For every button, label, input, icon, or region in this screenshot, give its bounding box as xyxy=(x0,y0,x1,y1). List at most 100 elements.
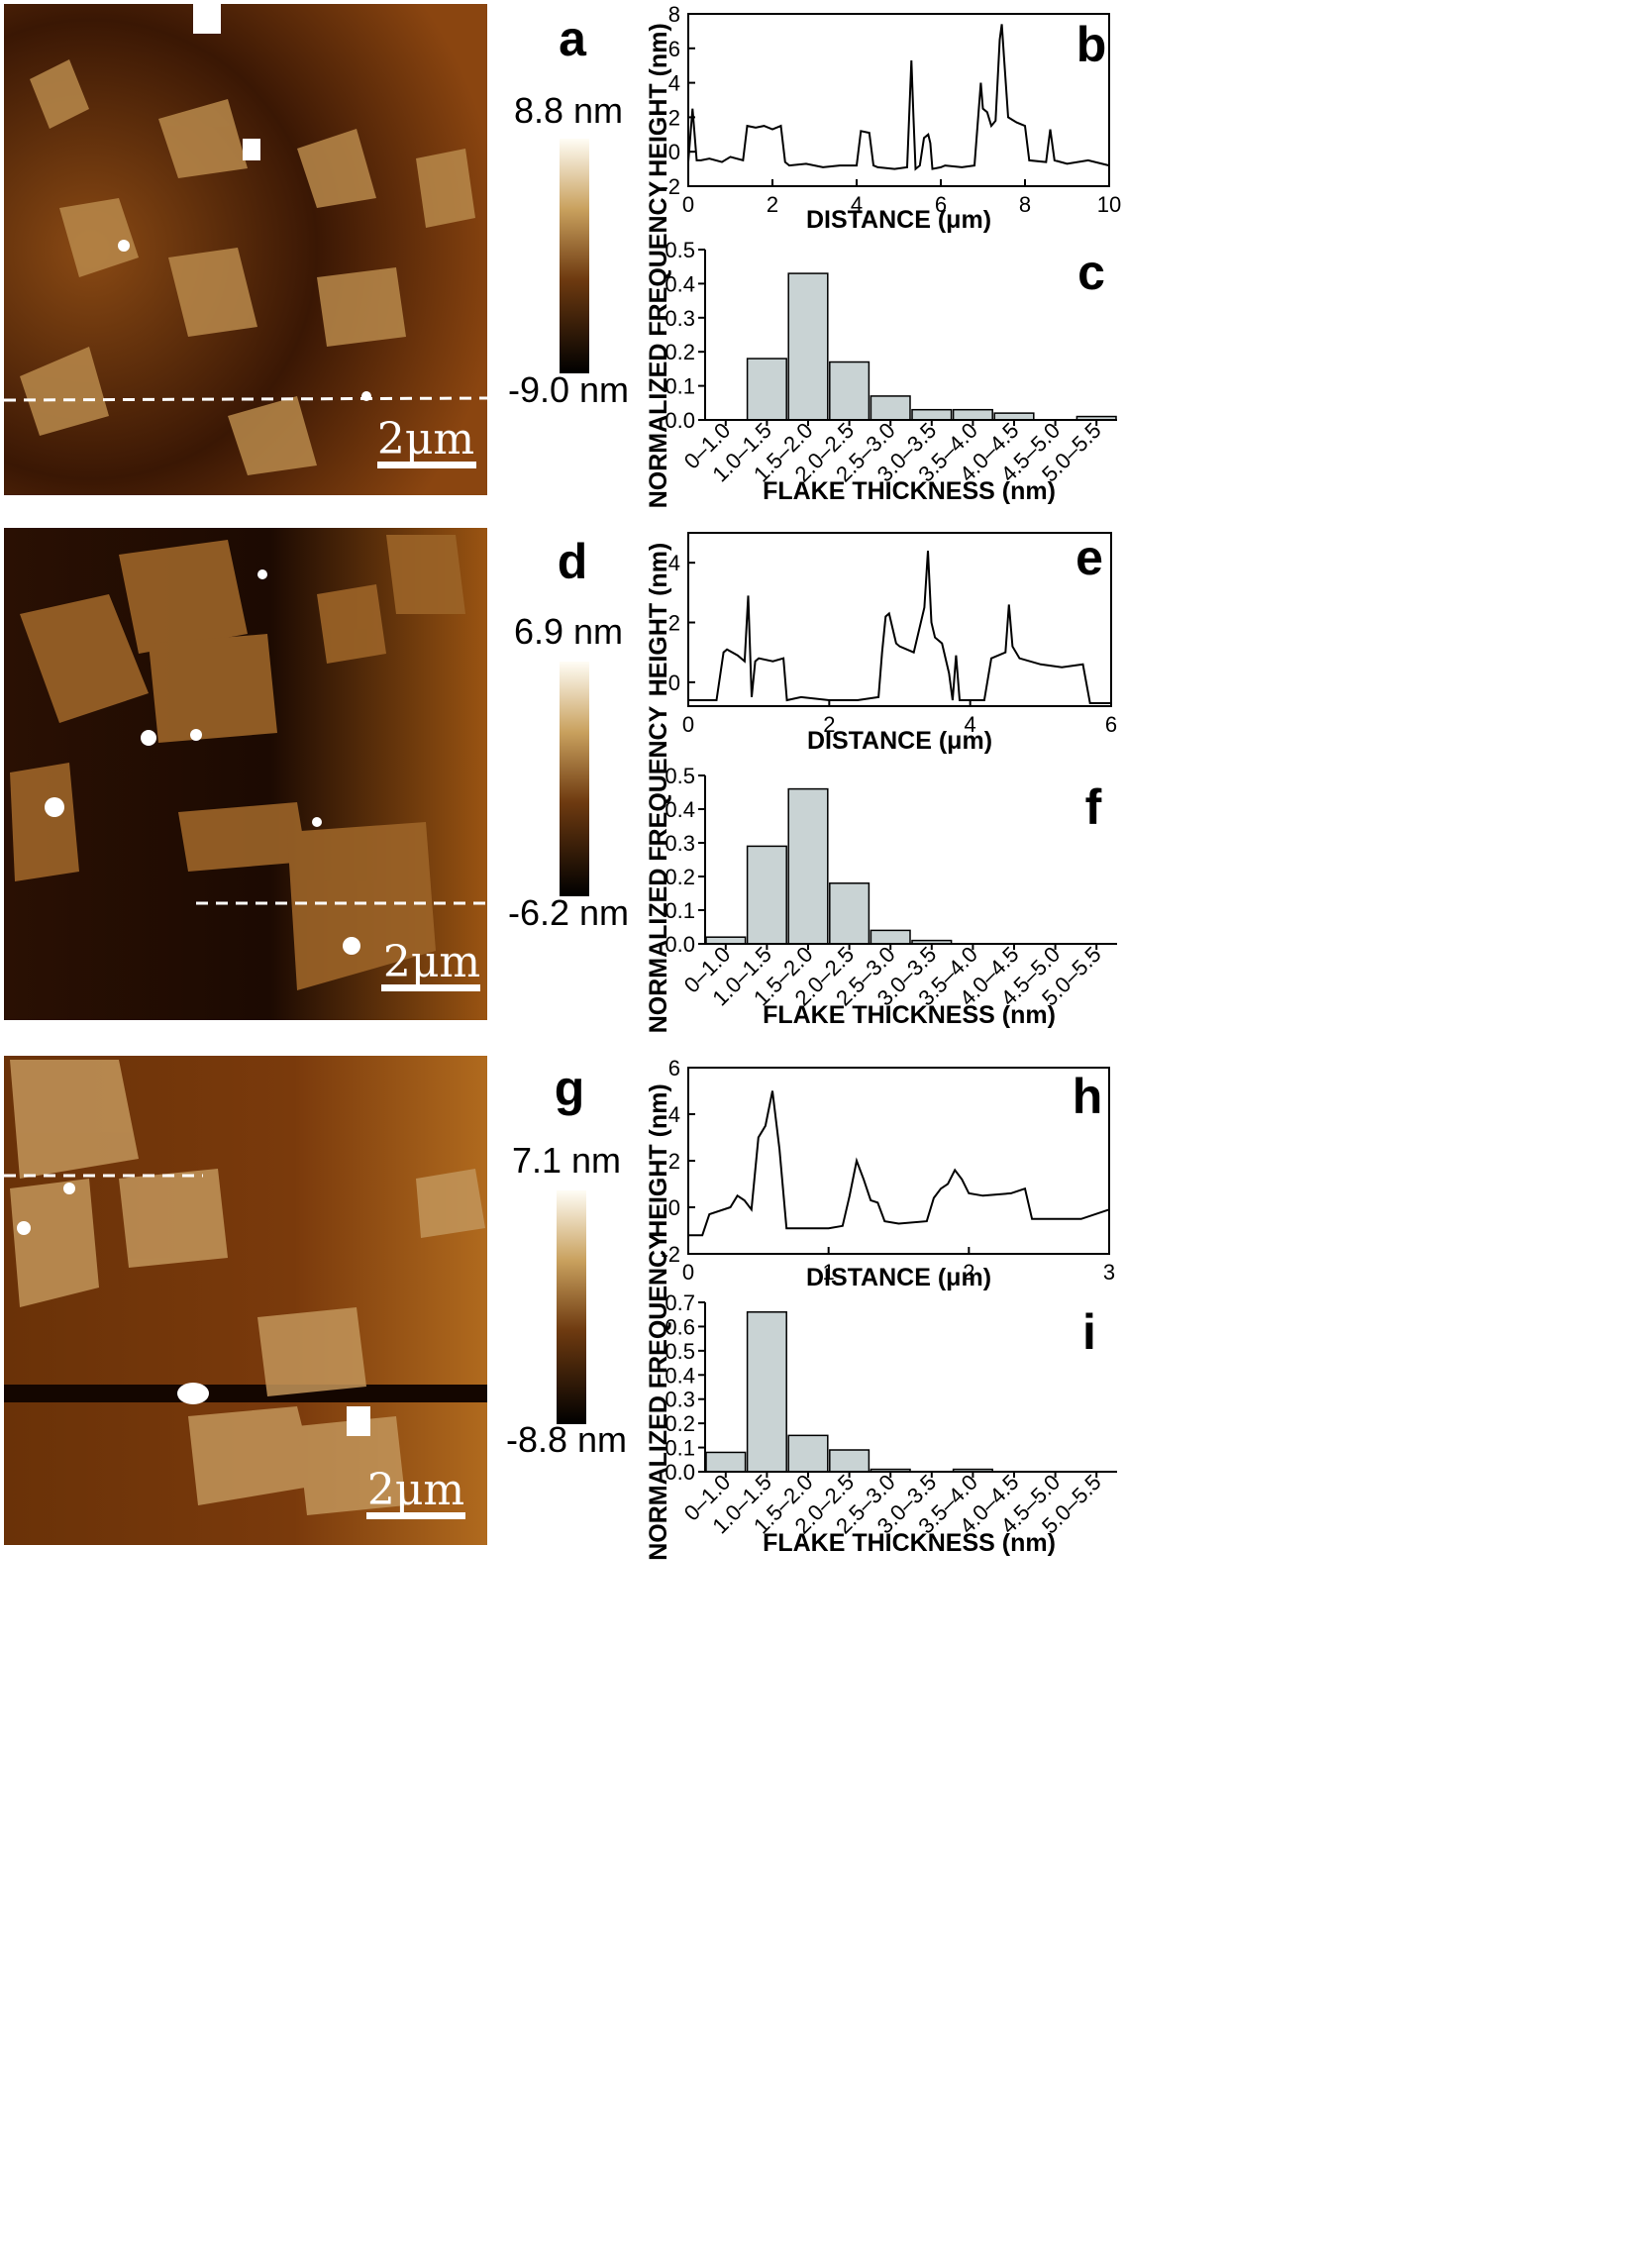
plot-frame xyxy=(687,532,1112,707)
histogram-bar xyxy=(952,408,993,421)
y-tick-label: 2 xyxy=(668,611,680,636)
histogram-bar xyxy=(911,408,953,421)
profile-series-line xyxy=(688,1090,1110,1237)
flake xyxy=(386,535,465,614)
x-tick-label: 3 xyxy=(1103,1260,1115,1285)
particle xyxy=(17,1221,31,1235)
colorbar-d: 6.9 nm -6.2 nm xyxy=(508,611,629,933)
colorbar-g: 7.1 nm -8.8 nm xyxy=(506,1140,627,1460)
histogram-f: 0.00.10.20.30.40.50–1.01.0–1.51.5–2.02.0… xyxy=(645,705,1117,1033)
histogram-bar xyxy=(829,882,870,945)
y-tick-label: 0 xyxy=(668,670,680,695)
y-axis-title: NORMALIZED FREQUENCY xyxy=(645,705,672,1033)
y-tick-label: 0.6 xyxy=(665,1314,695,1339)
y-tick-label: -2 xyxy=(661,174,680,199)
flake xyxy=(228,396,317,475)
afm-panel-a: 2μm xyxy=(3,4,488,495)
y-tick-label: 0.4 xyxy=(665,797,695,822)
y-tick-label: 4 xyxy=(668,551,680,575)
x-tick-label: 2 xyxy=(823,712,835,737)
scale-bar-g xyxy=(366,1512,465,1519)
colorbar-min-d: -6.2 nm xyxy=(508,892,629,933)
y-tick-label: 0.1 xyxy=(665,1436,695,1461)
x-tick-label: 6 xyxy=(1105,712,1117,737)
y-tick-label: 0.0 xyxy=(665,408,695,433)
panel-letter-g: g xyxy=(555,1061,585,1116)
y-tick-label: -2 xyxy=(661,1242,680,1267)
colorbar-max-a: 8.8 nm xyxy=(514,90,623,131)
y-tick-label: 0.0 xyxy=(665,1460,695,1485)
histogram-bar xyxy=(993,412,1035,421)
scale-bar-label-g: 2μm xyxy=(367,1465,464,1515)
panel-letter: f xyxy=(1085,779,1102,835)
histogram-bar xyxy=(870,929,911,945)
y-tick-label: 0.4 xyxy=(665,271,695,296)
particle xyxy=(190,729,202,741)
y-axis-title: HEIGHT (nm) xyxy=(645,1083,672,1238)
profile-series-line xyxy=(687,24,1110,171)
panel-letter: b xyxy=(1076,17,1107,72)
y-tick-label: 0.2 xyxy=(665,340,695,364)
afm-dark-band xyxy=(4,1385,487,1402)
y-tick-label: 6 xyxy=(668,37,680,61)
y-tick-label: 0.5 xyxy=(665,764,695,788)
colorbar-gradient-g xyxy=(557,1190,586,1424)
afm-particles-d xyxy=(45,569,360,955)
flake xyxy=(317,267,406,347)
afm-flakes-g xyxy=(10,1060,485,1515)
flake xyxy=(10,1179,99,1307)
flake xyxy=(178,802,307,872)
particle xyxy=(193,4,221,34)
afm-flakes-a xyxy=(20,59,475,475)
colorbar-a: 8.8 nm -9.0 nm xyxy=(508,90,629,410)
y-tick-label: 0.2 xyxy=(665,1411,695,1436)
scale-bar-label-a: 2μm xyxy=(377,414,474,464)
panel-letter: c xyxy=(1077,245,1105,300)
x-tick-label: 2 xyxy=(963,1260,974,1285)
x-tick-label: 0 xyxy=(682,712,694,737)
y-tick-label: 0.7 xyxy=(665,1290,695,1315)
y-tick-label: 0 xyxy=(668,140,680,164)
particle xyxy=(118,240,130,252)
flake xyxy=(416,1169,485,1238)
plot-frame xyxy=(687,1067,1110,1255)
flake xyxy=(10,763,79,881)
colorbar-min-a: -9.0 nm xyxy=(508,369,629,410)
y-tick-label: 0.3 xyxy=(665,1388,695,1412)
flake xyxy=(297,129,376,208)
x-tick-label: 1 xyxy=(823,1260,835,1285)
particle xyxy=(257,569,267,579)
panel-letter-a: a xyxy=(559,11,587,66)
y-tick-label: 2 xyxy=(668,1149,680,1174)
x-tick-label: 10 xyxy=(1097,192,1121,217)
y-tick-label: 0 xyxy=(668,1195,680,1220)
y-tick-label: 0.1 xyxy=(665,898,695,923)
colorbar-max-g: 7.1 nm xyxy=(512,1140,621,1181)
x-tick-label: 0 xyxy=(682,192,694,217)
y-axis-title: HEIGHT (nm) xyxy=(645,23,672,177)
x-axis-title: DISTANCE (μm) xyxy=(806,206,991,234)
profile-series-line xyxy=(688,551,1111,704)
colorbar-max-d: 6.9 nm xyxy=(514,611,623,652)
flake xyxy=(119,540,248,654)
colorbar-min-g: -8.8 nm xyxy=(506,1419,627,1460)
y-tick-label: 8 xyxy=(668,2,680,27)
histogram-bar xyxy=(705,936,747,945)
y-tick-label: 4 xyxy=(668,71,680,96)
particle xyxy=(343,937,360,955)
afm-particles-g xyxy=(17,1183,370,1436)
histogram-bar xyxy=(829,1449,870,1473)
flake xyxy=(168,248,257,337)
y-axis-title: NORMALIZED FREQUENCY xyxy=(645,180,672,508)
y-axis-title: HEIGHT (nm) xyxy=(645,543,672,697)
afm-panel-g: 2μm xyxy=(4,1056,487,1545)
x-tick-label: 2 xyxy=(767,192,778,217)
colorbar-gradient-a xyxy=(560,139,589,373)
x-axis-title: FLAKE THICKNESS (nm) xyxy=(763,1529,1056,1557)
histogram-bar xyxy=(746,358,787,421)
particle xyxy=(312,817,322,827)
y-tick-label: 0.5 xyxy=(665,238,695,262)
